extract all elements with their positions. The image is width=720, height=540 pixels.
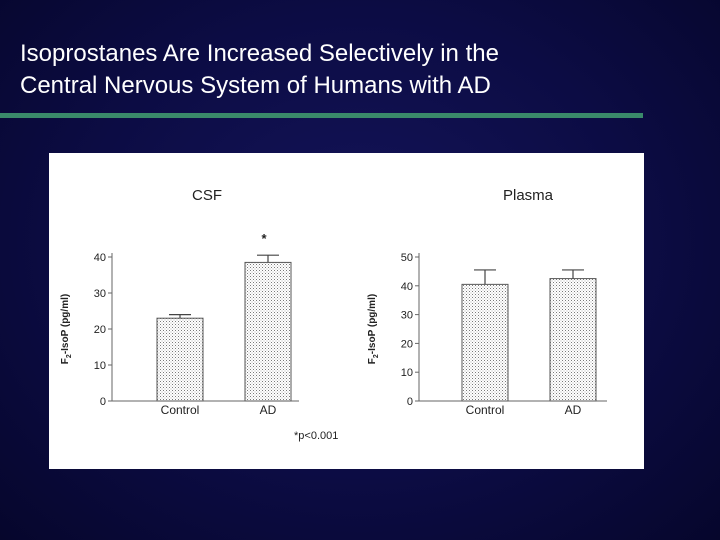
- y-tick-label: 30: [401, 310, 413, 322]
- y-tick-label: 50: [401, 252, 413, 264]
- bar-control: [461, 283, 509, 402]
- y-tick-label: 20: [401, 338, 413, 350]
- y-tick-label: 40: [401, 281, 413, 293]
- category-label: Control: [161, 403, 200, 417]
- chart-csf: CSF 0 10 20 30 40 F2-IsoP (pg/ml) Control AD * *p<…: [60, 187, 338, 442]
- y-axis-label-main: F: [367, 358, 378, 364]
- chart-plasma: Plasma 0 10 20 30 40 50 F2-IsoP (pg/ml) Control A…: [367, 187, 607, 417]
- bar-ad: [549, 278, 597, 402]
- chart-title: Plasma: [503, 187, 554, 204]
- y-axis-label-rest: -IsoP (pg/ml): [60, 294, 71, 354]
- y-axis-label-main: F: [60, 358, 71, 364]
- y-tick-label: 30: [94, 288, 106, 300]
- category-label: Control: [466, 403, 505, 417]
- significance-marker: *: [261, 231, 267, 246]
- category-label: AD: [565, 403, 582, 417]
- category-label: AD: [260, 403, 277, 417]
- bar-ad: [244, 261, 292, 402]
- y-tick-label: 40: [94, 252, 106, 264]
- y-tick-label: 0: [407, 396, 413, 408]
- bar-control: [156, 317, 204, 402]
- footnote: *p<0.001: [294, 430, 338, 442]
- y-tick-label: 20: [94, 324, 106, 336]
- title-divider: [0, 113, 643, 118]
- y-tick-label: 0: [100, 396, 106, 408]
- y-axis-label-subscript: 2: [66, 354, 73, 358]
- y-tick-label: 10: [401, 367, 413, 379]
- slide-title: Isoprostanes Are Increased Selectively i…: [20, 38, 660, 102]
- y-axis-label: F2-IsoP (pg/ml): [60, 294, 73, 364]
- slide-title-line-1: Isoprostanes Are Increased Selectively i…: [20, 40, 499, 67]
- y-axis-label-subscript: 2: [373, 354, 380, 358]
- figure-panel: CSF 0 10 20 30 40 F2-IsoP (pg/ml) Control AD * *p<…: [49, 153, 644, 469]
- chart-title: CSF: [192, 187, 222, 204]
- y-axis-label-rest: -IsoP (pg/ml): [367, 294, 378, 354]
- y-tick-label: 10: [94, 360, 106, 372]
- slide-title-line-2: Central Nervous System of Humans with AD: [20, 72, 491, 99]
- y-axis-label: F2-IsoP (pg/ml): [367, 294, 380, 364]
